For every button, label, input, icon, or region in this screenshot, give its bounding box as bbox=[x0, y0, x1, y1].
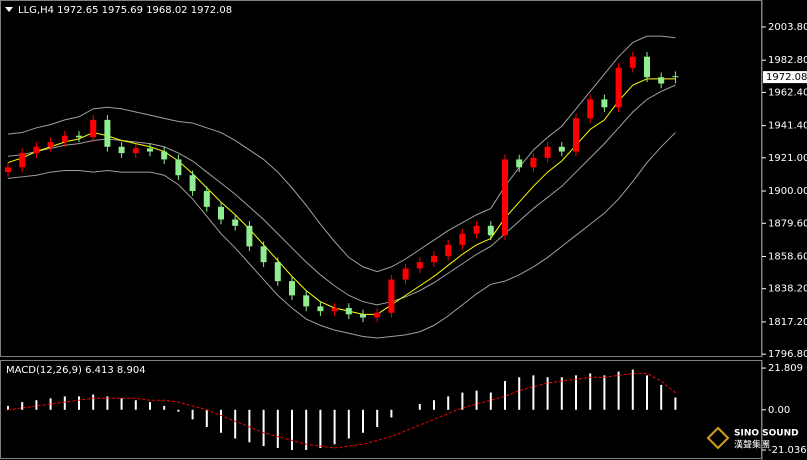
candle-body bbox=[303, 295, 310, 307]
candle-body bbox=[132, 148, 139, 154]
candle-body bbox=[47, 142, 54, 147]
y-tick-label: 1900.00 bbox=[768, 186, 807, 197]
candle-body bbox=[19, 153, 26, 168]
candle-body bbox=[33, 146, 40, 154]
y-tick-label: -21.036 bbox=[768, 445, 807, 456]
candle-body bbox=[331, 308, 338, 312]
y-tick-label: 2003.80 bbox=[768, 22, 807, 33]
candle-body bbox=[161, 151, 168, 160]
menu-arrow bbox=[5, 7, 13, 12]
candle-body bbox=[487, 225, 494, 236]
candle-body bbox=[147, 148, 153, 152]
candle-body bbox=[289, 281, 295, 296]
candle-body bbox=[118, 146, 125, 154]
y-tick-label: 1921.00 bbox=[768, 153, 807, 164]
candle-body bbox=[658, 77, 665, 84]
y-tick-label: 1941.40 bbox=[768, 121, 807, 132]
candle-body bbox=[558, 146, 565, 152]
candle-body bbox=[76, 135, 82, 138]
line-series bbox=[7, 132, 676, 339]
candle-body bbox=[203, 191, 210, 207]
candle-body bbox=[104, 119, 111, 147]
y-tick-label: 1879.60 bbox=[768, 218, 807, 229]
candle-body bbox=[445, 244, 452, 256]
candle-body bbox=[246, 225, 253, 247]
candle-body bbox=[516, 159, 523, 168]
candle-body bbox=[473, 225, 480, 234]
y-tick-label: 21.809 bbox=[768, 363, 803, 374]
candle-body bbox=[274, 262, 281, 282]
candle-body bbox=[189, 175, 196, 192]
candle-body bbox=[388, 279, 395, 313]
line-series bbox=[7, 372, 676, 449]
candle-body bbox=[5, 167, 11, 173]
logo-name: SINO SOUND bbox=[734, 429, 799, 439]
logo-chinese: 漢聲集團 bbox=[734, 439, 770, 451]
candle-body bbox=[459, 233, 466, 245]
current-price: 1972.08 bbox=[766, 72, 807, 83]
candle-body bbox=[530, 157, 537, 168]
line-series bbox=[7, 78, 676, 315]
candle-body bbox=[672, 76, 679, 78]
candle-body bbox=[601, 99, 608, 108]
candle-body bbox=[431, 255, 437, 263]
candle-body bbox=[218, 206, 224, 220]
y-tick-label: 1858.60 bbox=[768, 251, 807, 262]
candle-body bbox=[629, 56, 636, 68]
macd-title: MACD(12,26,9) 6.413 8.904 bbox=[6, 365, 146, 376]
candle-body bbox=[345, 308, 352, 315]
candle-body bbox=[360, 314, 366, 318]
y-tick-label: 0.00 bbox=[768, 405, 790, 416]
candle-body bbox=[232, 219, 239, 226]
y-tick-label: 1982.80 bbox=[768, 55, 807, 66]
y-tick-label: 1817.20 bbox=[768, 317, 807, 328]
candle-body bbox=[317, 306, 324, 312]
candle-body bbox=[416, 262, 423, 269]
candle-body bbox=[260, 246, 267, 263]
candle-body bbox=[587, 99, 594, 119]
candle-body bbox=[374, 312, 381, 318]
candle-body bbox=[402, 268, 409, 280]
candle-body bbox=[90, 119, 97, 138]
y-tick-label: 1962.40 bbox=[768, 87, 807, 98]
logo-icon bbox=[706, 426, 730, 450]
candle-body bbox=[573, 118, 579, 152]
candle-body bbox=[644, 56, 650, 78]
y-tick-label: 1838.20 bbox=[768, 284, 807, 295]
y-tick-label: 1796.80 bbox=[768, 349, 807, 360]
candle-body bbox=[175, 159, 182, 176]
logo: SINO SOUND 漢聲集團 bbox=[706, 426, 799, 451]
chart-title: LLG,H4 1972.65 1975.69 1968.02 1972.08 bbox=[18, 5, 232, 16]
candle-body bbox=[544, 146, 551, 158]
candle-body bbox=[615, 67, 622, 108]
price-box bbox=[763, 71, 807, 84]
line-series bbox=[7, 35, 676, 273]
candle-body bbox=[502, 159, 508, 236]
candle-body bbox=[61, 135, 68, 143]
